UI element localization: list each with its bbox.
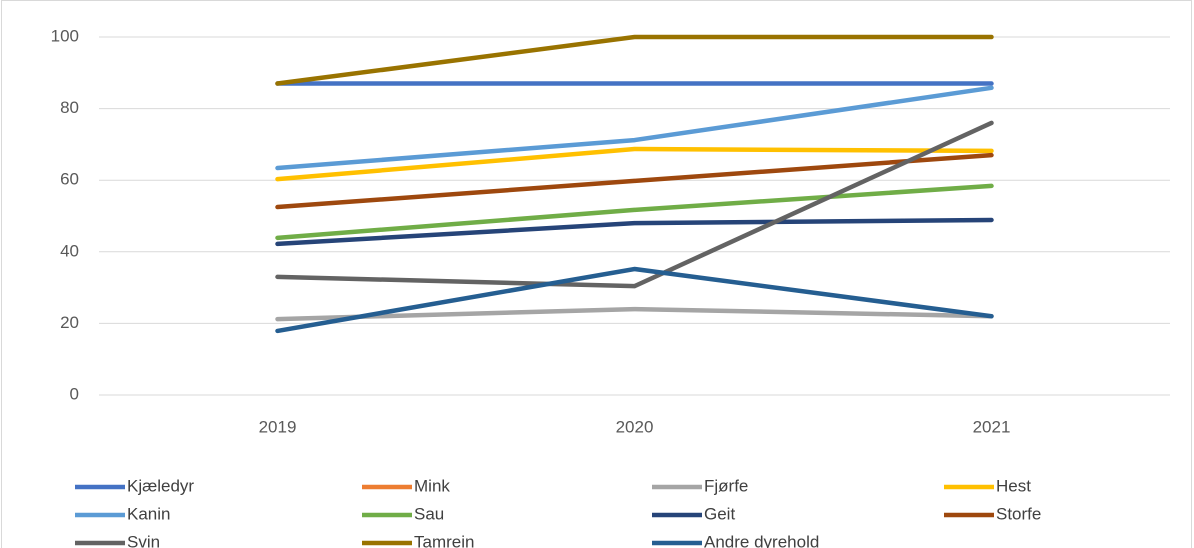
series-line	[275, 152, 994, 210]
legend-label: Storfe	[996, 504, 1041, 523]
legend-label: Kanin	[127, 504, 170, 523]
legend-label: Mink	[414, 476, 450, 495]
series-line	[275, 306, 994, 322]
series-line	[275, 217, 994, 247]
x-tick-label: 2019	[259, 417, 297, 436]
series-line	[275, 183, 994, 241]
series-line	[275, 120, 994, 289]
legend-label: Tamrein	[414, 532, 474, 548]
y-tick-label: 20	[60, 313, 79, 332]
legend-label: Andre dyrehold	[704, 532, 819, 548]
legend: Kjæledyr Mink Fjørfe Hest Kanin Sau Geit Storfe…	[75, 476, 1041, 548]
legend-label: Svin	[127, 532, 160, 548]
y-tick-label: 60	[60, 170, 79, 189]
y-tick-label: 40	[60, 241, 79, 260]
series-line	[275, 34, 994, 86]
legend-label: Sau	[414, 504, 444, 523]
series-line	[275, 146, 994, 182]
y-tick-label: 100	[51, 26, 79, 45]
legend-label: Fjørfe	[704, 476, 748, 495]
legend-label: Hest	[996, 476, 1031, 495]
legend-label: Kjæledyr	[127, 476, 194, 495]
x-tick-label: 2021	[973, 417, 1011, 436]
x-tick-label: 2020	[616, 417, 654, 436]
series-line	[275, 85, 994, 171]
series-line	[275, 266, 994, 334]
y-tick-label: 0	[70, 384, 79, 403]
y-tick-label: 80	[60, 98, 79, 117]
legend-label: Geit	[704, 504, 735, 523]
